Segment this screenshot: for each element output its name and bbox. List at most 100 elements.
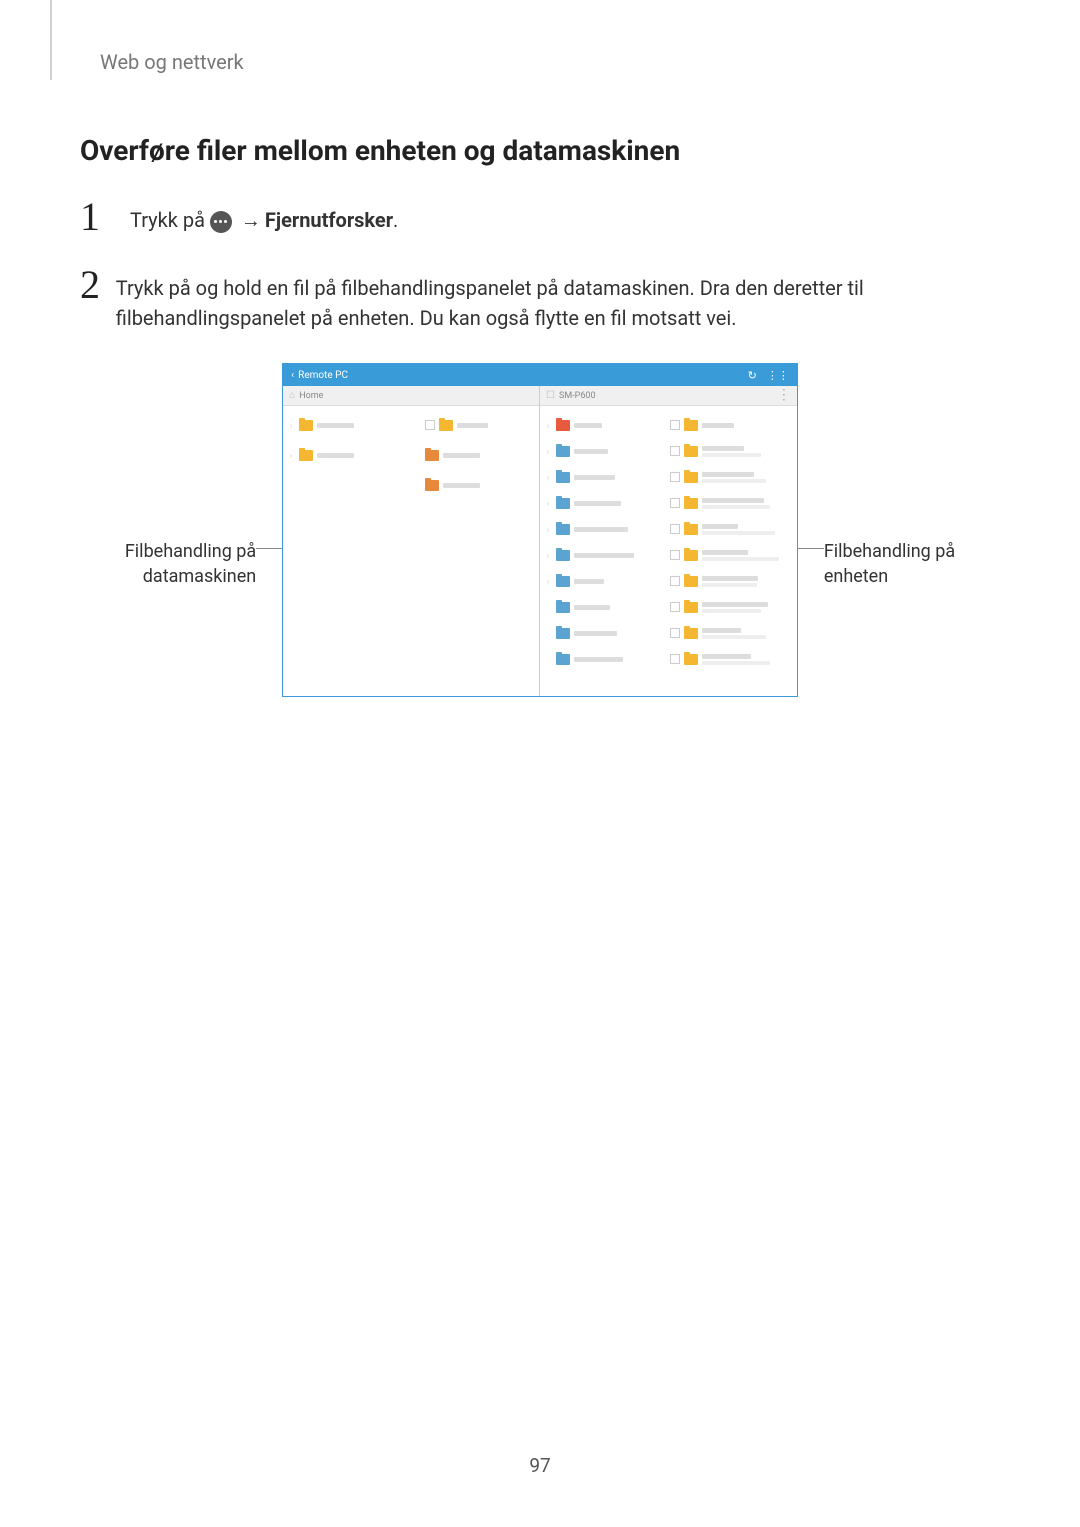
checkbox[interactable] [670, 602, 680, 612]
expander-icon: › [544, 577, 552, 586]
checkbox[interactable] [670, 420, 680, 430]
file-label [702, 498, 792, 509]
file-label [574, 631, 666, 636]
file-label [574, 475, 666, 480]
file-item[interactable] [670, 596, 792, 618]
titlebar: ‹ Remote PC ↻ ⋮⋮ [283, 364, 797, 386]
folder-icon [299, 450, 313, 461]
step1-bold: Fjernutforsker [265, 208, 393, 232]
folder-icon [556, 498, 570, 509]
folder-icon [556, 654, 570, 665]
folder-icon [684, 576, 698, 587]
file-item[interactable] [670, 648, 792, 670]
callout-left-line2: datamaskinen [143, 566, 256, 587]
checkbox[interactable] [670, 498, 680, 508]
folder-icon [299, 420, 313, 431]
titlebar-title: Remote PC [298, 370, 348, 381]
file-item[interactable] [544, 622, 666, 644]
file-label [443, 483, 535, 488]
file-item[interactable]: › [544, 518, 666, 540]
file-label [457, 423, 535, 428]
expander-icon: › [287, 451, 295, 460]
checkbox[interactable] [670, 550, 680, 560]
folder-icon [556, 446, 570, 457]
expander-icon: › [544, 499, 552, 508]
section-label: Web og nettverk [100, 50, 1000, 74]
checkbox[interactable] [670, 576, 680, 586]
file-item[interactable] [544, 596, 666, 618]
file-item[interactable] [413, 444, 535, 466]
folder-icon [425, 480, 439, 491]
folder-icon [439, 420, 453, 431]
panel-device: ☐ SM-P600 ⋮ › › › › › › › [540, 386, 797, 696]
file-label [702, 524, 792, 535]
step1-pre: Trykk på [130, 208, 210, 232]
file-item[interactable] [670, 414, 792, 436]
folder-icon [684, 602, 698, 613]
callout-right-line1: Filbehandling på [824, 541, 955, 562]
step-text: Trykk på → Fjernutforsker. [130, 197, 398, 235]
file-item[interactable]: › [544, 492, 666, 514]
folder-icon [556, 602, 570, 613]
file-item[interactable] [670, 466, 792, 488]
file-item[interactable]: › [287, 444, 409, 466]
checkbox[interactable] [670, 472, 680, 482]
file-label [574, 657, 666, 662]
file-item[interactable] [670, 518, 792, 540]
panel-device-header: ☐ SM-P600 ⋮ [540, 386, 797, 406]
file-label [574, 449, 666, 454]
grid-icon[interactable]: ⋮⋮ [767, 369, 789, 382]
panel-computer-title: Home [299, 391, 323, 401]
file-item[interactable]: › [544, 466, 666, 488]
file-item[interactable] [413, 414, 535, 436]
folder-icon [556, 550, 570, 561]
callout-right: Filbehandling på enheten [824, 363, 1000, 589]
panel-computer: ⌂ Home › › [283, 386, 540, 696]
more-options-icon [210, 211, 232, 233]
file-label [702, 446, 792, 457]
file-item[interactable] [670, 570, 792, 592]
callout-right-line2: enheten [824, 566, 888, 587]
folder-icon [556, 628, 570, 639]
panel-computer-header: ⌂ Home [283, 386, 539, 406]
file-item[interactable]: › [544, 570, 666, 592]
expander-icon: › [544, 447, 552, 456]
expander-icon: › [544, 525, 552, 534]
file-item[interactable]: › [544, 414, 666, 436]
file-item[interactable] [670, 492, 792, 514]
expander-icon: › [544, 421, 552, 430]
folder-icon [684, 472, 698, 483]
file-item[interactable]: › [544, 440, 666, 462]
file-label [702, 654, 792, 665]
checkbox[interactable] [670, 628, 680, 638]
file-item[interactable] [670, 544, 792, 566]
arrow-text: → [241, 205, 261, 235]
callout-line-left [256, 548, 282, 549]
file-label [702, 550, 792, 561]
file-item[interactable]: › [544, 544, 666, 566]
panel-device-files: › › › › › › › [540, 406, 797, 678]
folder-icon [684, 446, 698, 457]
file-item[interactable]: › [287, 414, 409, 436]
refresh-icon[interactable]: ↻ [748, 369, 757, 382]
file-item[interactable] [413, 474, 535, 496]
folder-icon [425, 450, 439, 461]
step1-end: . [393, 208, 398, 232]
checkbox[interactable] [670, 654, 680, 664]
step-number: 1 [80, 197, 120, 237]
file-label [574, 579, 666, 584]
folder-icon [684, 654, 698, 665]
file-item[interactable] [544, 648, 666, 670]
checkbox[interactable] [425, 420, 435, 430]
checkbox[interactable] [670, 524, 680, 534]
file-label [702, 472, 792, 483]
more-icon[interactable]: ⋮ [777, 393, 791, 397]
folder-icon [684, 550, 698, 561]
file-item[interactable] [670, 440, 792, 462]
expander-icon: › [287, 421, 295, 430]
page-number: 97 [0, 1454, 1080, 1477]
back-icon[interactable]: ‹ [291, 370, 294, 381]
checkbox[interactable] [670, 446, 680, 456]
file-item[interactable] [670, 622, 792, 644]
expander-icon: › [544, 551, 552, 560]
